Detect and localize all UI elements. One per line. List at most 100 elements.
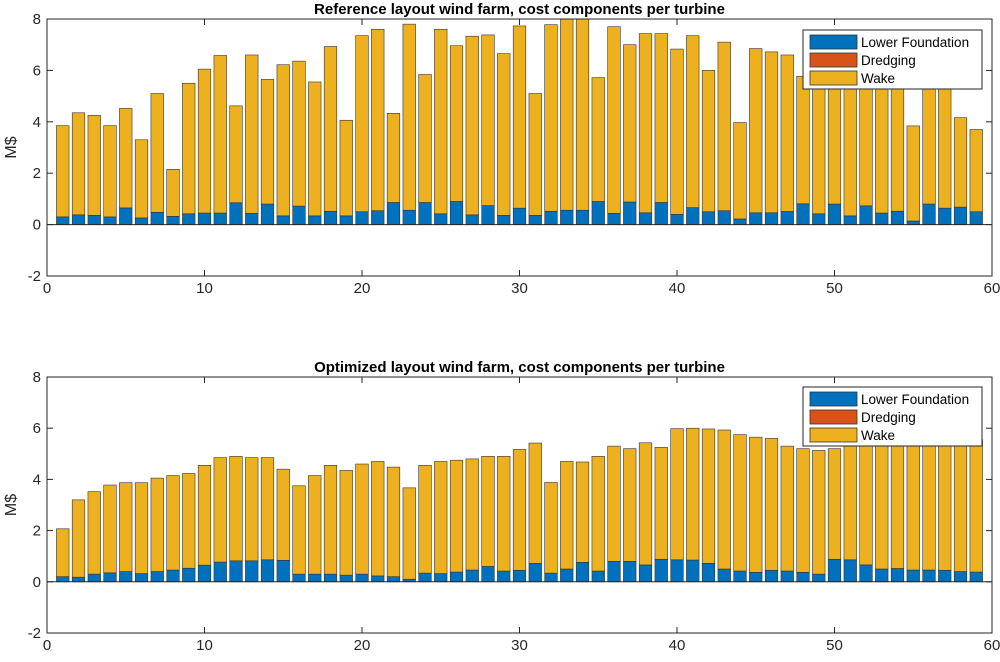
- bar-lower-foundation-31: [528, 563, 542, 583]
- bar-wake-9: [182, 82, 196, 215]
- legend-swatch-wake: [809, 427, 858, 443]
- bar-wake-22: [386, 113, 401, 203]
- bar-lower-foundation-11: [213, 212, 227, 225]
- bar-lower-foundation-44: [733, 218, 747, 225]
- bar-lower-foundation-3: [87, 215, 101, 225]
- bar-wake-59: [969, 129, 983, 213]
- bar-lower-foundation-57: [938, 569, 952, 583]
- bar-wake-2: [71, 112, 86, 216]
- bar-wake-45: [749, 436, 763, 573]
- bar-wake-58: [953, 439, 968, 572]
- bar-lower-foundation-53: [875, 568, 889, 583]
- bar-lower-foundation-19: [339, 574, 353, 583]
- bar-lower-foundation-7: [150, 211, 164, 225]
- bar-wake-24: [418, 74, 432, 203]
- x-tick-label: 40: [669, 280, 686, 297]
- bar-lower-foundation-55: [906, 220, 920, 225]
- bar-wake-59: [969, 439, 983, 573]
- bar-wake-49: [812, 450, 826, 575]
- bar-wake-54: [890, 82, 905, 212]
- bar-wake-7: [150, 477, 164, 572]
- bar-wake-2: [71, 499, 86, 578]
- bar-lower-foundation-9: [182, 567, 196, 583]
- bar-wake-19: [339, 470, 353, 576]
- bar-wake-41: [686, 35, 700, 208]
- bar-wake-16: [292, 60, 306, 207]
- bar-wake-28: [481, 456, 495, 567]
- bar-wake-14: [260, 79, 275, 205]
- bar-lower-foundation-15: [276, 559, 290, 583]
- bars-optimized: [56, 427, 983, 583]
- bar-wake-13: [245, 54, 259, 214]
- x-tick-label: 30: [511, 280, 528, 297]
- bar-lower-foundation-56: [922, 569, 936, 583]
- bar-wake-20: [355, 35, 369, 213]
- bar-lower-foundation-20: [355, 573, 369, 583]
- bar-lower-foundation-38: [638, 564, 653, 583]
- x-tick-label: 50: [826, 280, 843, 297]
- bar-wake-38: [638, 442, 653, 566]
- bar-lower-foundation-29: [497, 570, 511, 583]
- bar-wake-3: [87, 491, 101, 575]
- bar-wake-26: [449, 45, 464, 202]
- x-tick-label: 60: [984, 637, 1000, 654]
- bar-wake-10: [197, 68, 212, 214]
- bar-wake-42: [701, 70, 716, 213]
- bar-wake-22: [386, 466, 401, 577]
- bar-wake-17: [308, 475, 322, 575]
- bar-lower-foundation-55: [906, 569, 920, 583]
- bar-wake-21: [371, 28, 385, 212]
- bar-lower-foundation-43: [717, 210, 731, 225]
- bar-lower-foundation-40: [670, 559, 684, 583]
- bar-wake-43: [717, 41, 731, 212]
- y-axis-label-optimized: M$: [3, 494, 20, 516]
- bar-lower-foundation-9: [182, 213, 196, 225]
- legend-label-lower-foundation: Lower Foundation: [861, 392, 969, 407]
- bar-lower-foundation-54: [890, 568, 905, 583]
- bar-lower-foundation-45: [749, 572, 763, 583]
- bar-lower-foundation-10: [197, 564, 212, 583]
- legend-reference: Lower Foundation Dredging Wake: [802, 29, 983, 90]
- bar-lower-foundation-38: [638, 212, 653, 225]
- bar-wake-12: [229, 105, 243, 204]
- bar-lower-foundation-18: [323, 573, 338, 583]
- bar-lower-foundation-13: [245, 212, 259, 225]
- bar-wake-25: [434, 461, 448, 574]
- y-tick-label: 6: [33, 420, 41, 437]
- bar-wake-33: [560, 461, 574, 570]
- bar-wake-5: [119, 108, 133, 209]
- bar-wake-58: [953, 117, 968, 208]
- bar-wake-51: [843, 443, 857, 561]
- bar-lower-foundation-52: [859, 205, 873, 225]
- bar-wake-27: [465, 458, 479, 571]
- bar-lower-foundation-59: [969, 211, 983, 225]
- bar-wake-39: [654, 447, 668, 560]
- bar-wake-18: [323, 46, 338, 212]
- bar-lower-foundation-5: [119, 207, 133, 225]
- bar-lower-foundation-6: [134, 573, 149, 583]
- bar-lower-foundation-22: [386, 576, 401, 583]
- bar-wake-32: [544, 24, 558, 212]
- bar-wake-54: [890, 439, 905, 569]
- bar-lower-foundation-4: [103, 572, 117, 583]
- bar-wake-18: [323, 465, 338, 575]
- bar-lower-foundation-46: [764, 212, 779, 225]
- bar-lower-foundation-54: [890, 210, 905, 225]
- bar-lower-foundation-7: [150, 571, 164, 583]
- bar-wake-19: [339, 119, 353, 217]
- bar-wake-38: [638, 33, 653, 214]
- bar-lower-foundation-37: [623, 561, 637, 583]
- bar-lower-foundation-24: [418, 202, 432, 225]
- bar-wake-35: [591, 77, 605, 202]
- bar-lower-foundation-35: [591, 201, 605, 225]
- bar-lower-foundation-36: [607, 561, 621, 583]
- legend-swatch-lower-foundation: [809, 34, 858, 50]
- bar-wake-30: [512, 25, 527, 209]
- bar-lower-foundation-53: [875, 212, 889, 225]
- bar-wake-11: [213, 55, 227, 214]
- chart-title-reference: Reference layout wind farm, cost compone…: [314, 1, 725, 18]
- bar-lower-foundation-12: [229, 202, 243, 225]
- x-tick-label: 40: [669, 637, 686, 654]
